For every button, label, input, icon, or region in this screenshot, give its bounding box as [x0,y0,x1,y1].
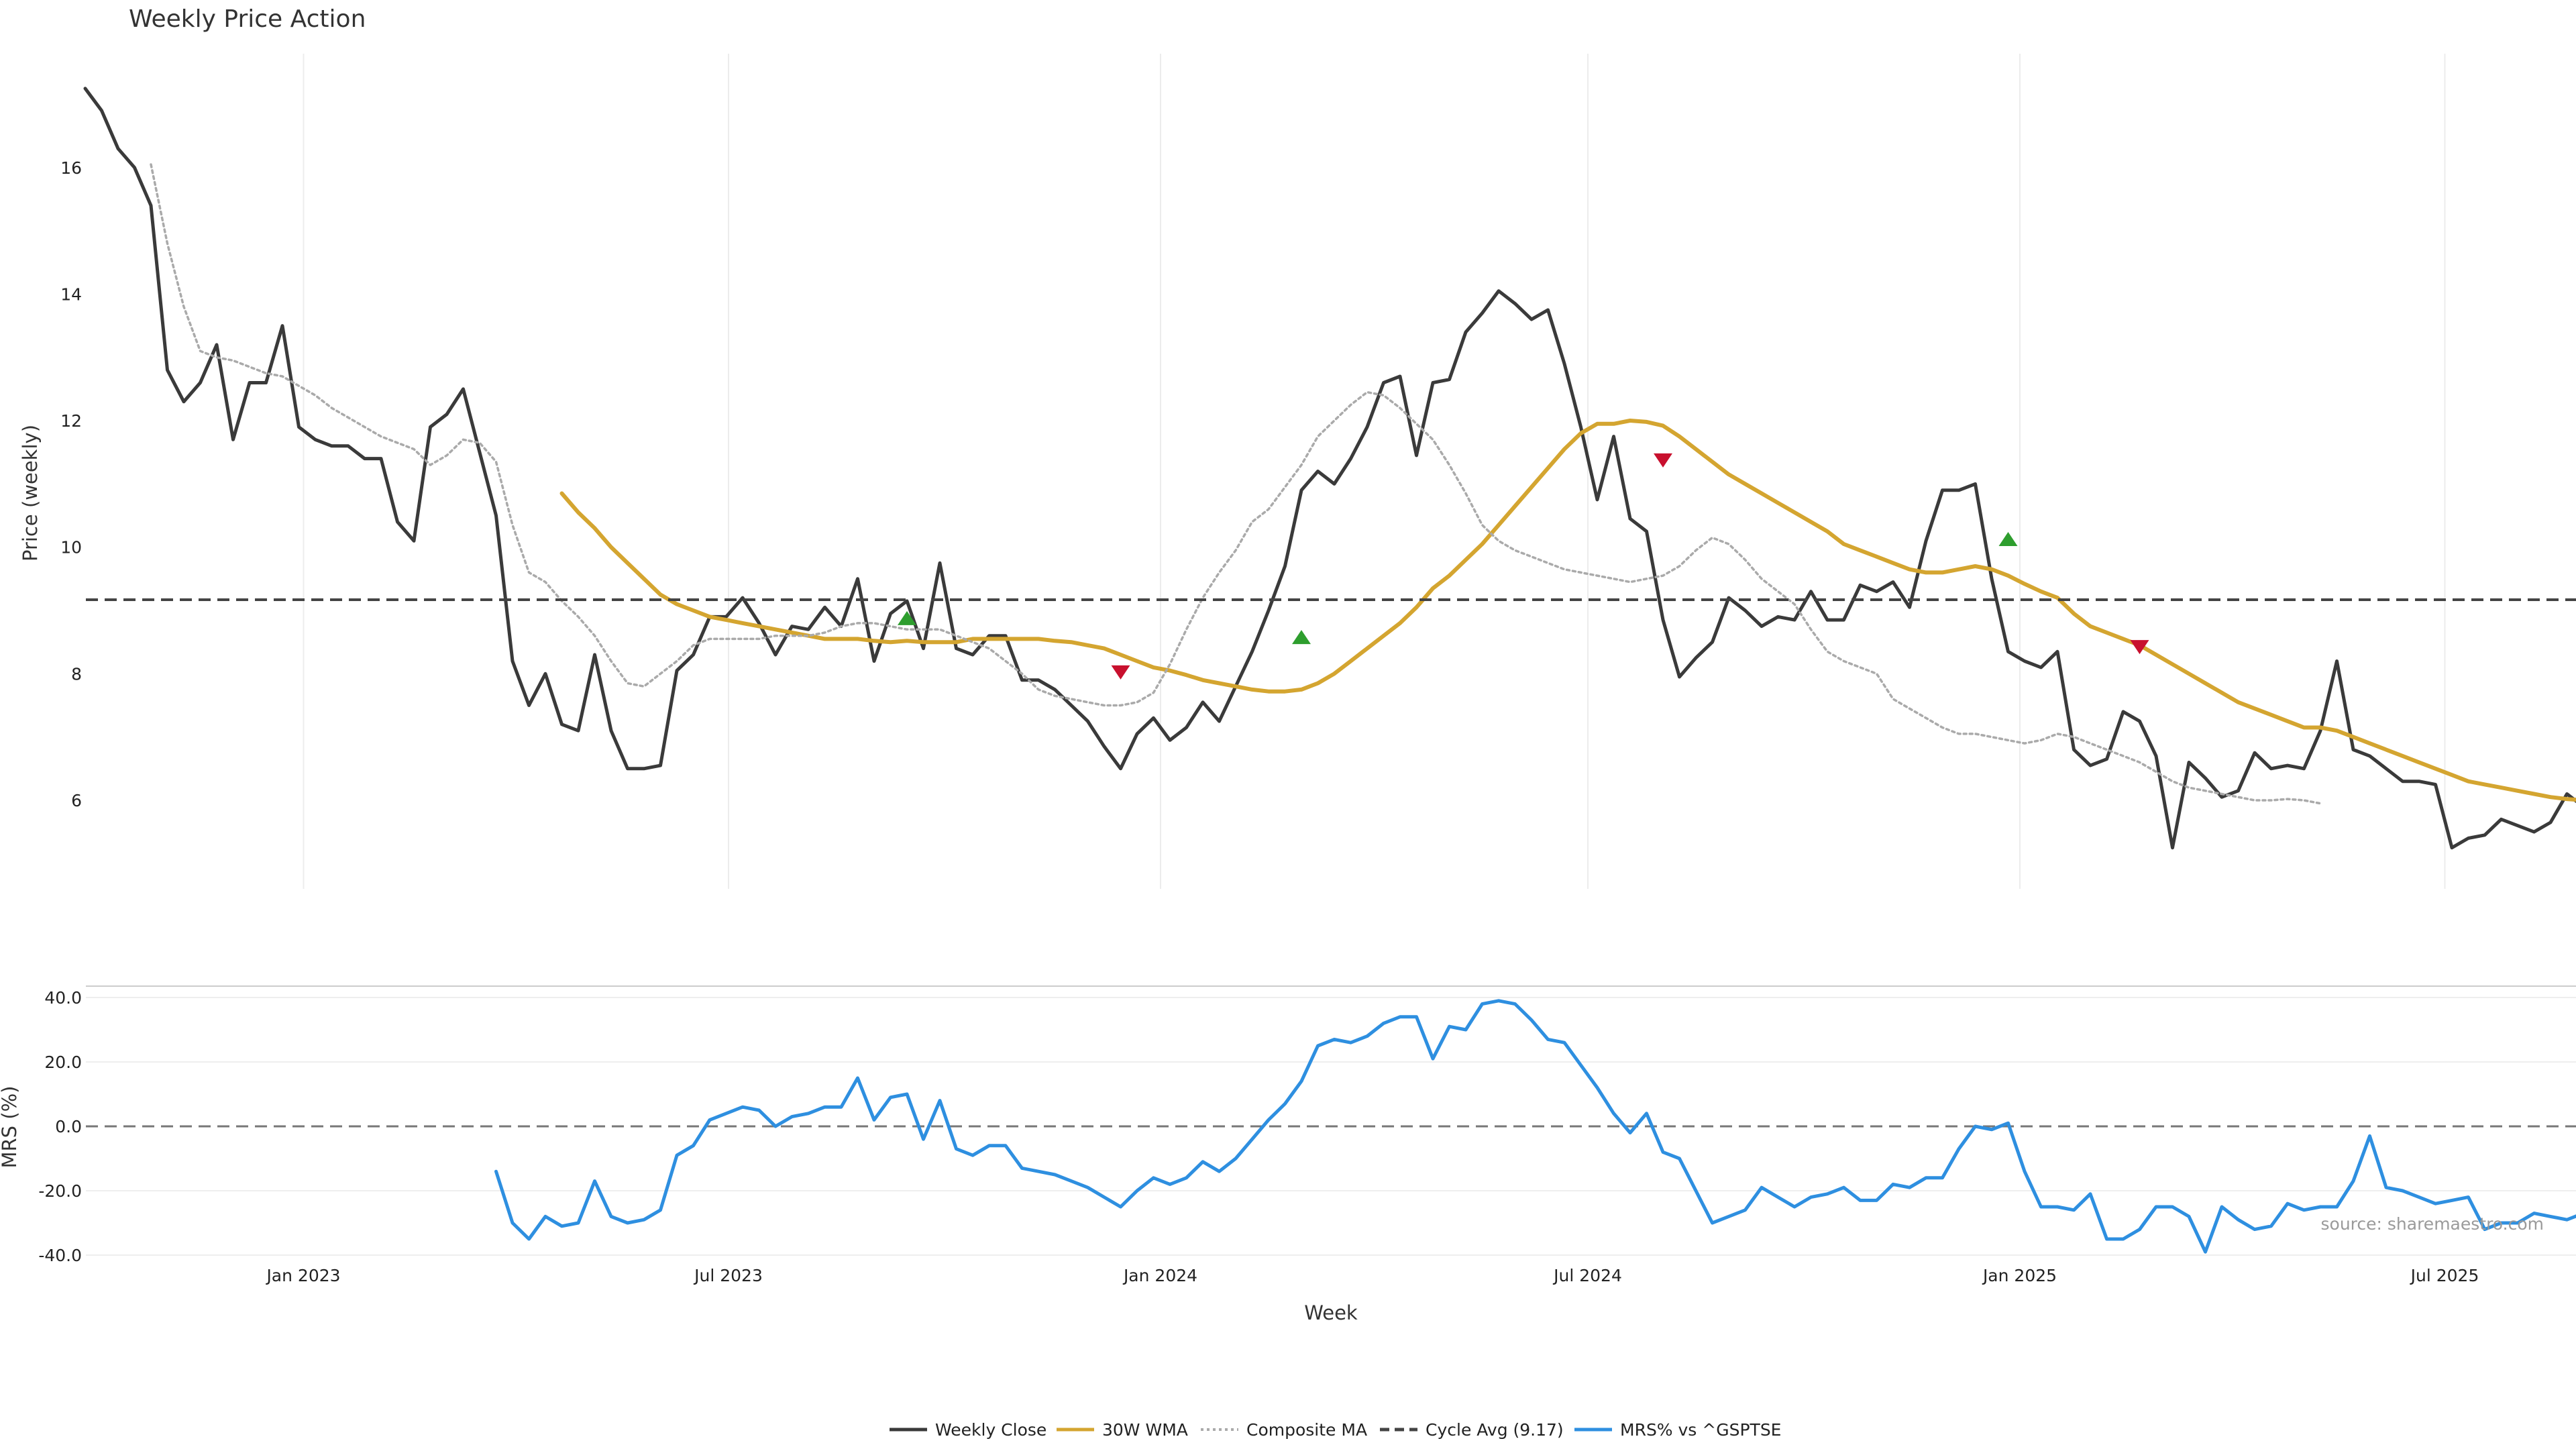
buy-signal-marker [1998,531,2018,546]
x-tick-label: Jan 2024 [1122,1266,1197,1285]
legend-label: 30W WMA [1102,1420,1188,1440]
price-y-tick-label: 8 [71,664,82,684]
mrs-line [494,999,2576,1254]
legend-label: MRS% vs ^GSPTSE [1620,1420,1781,1440]
legend-label: Weekly Close [935,1420,1046,1440]
signal-markers [898,453,2149,680]
mrs-y-tick-label: 40.0 [44,988,82,1008]
price-y-tick-label: 6 [71,791,82,810]
price-y-axis-label: Price (weekly) [19,425,42,561]
sell-signal-marker [1654,453,1672,468]
mrs-grid [86,997,2576,1256]
x-tick-label: Jan 2025 [1982,1266,2057,1285]
price-plot-area [83,87,2576,850]
x-tick-label: Jul 2024 [1552,1266,1622,1285]
mrs-y-tick-label: 0.0 [55,1117,82,1136]
x-tick-label: Jul 2023 [693,1266,763,1285]
legend-label: Composite MA [1246,1420,1367,1440]
buy-signal-marker [1292,630,1311,645]
x-axis: Jan 2023 Jul 2023 Jan 2024 Jul 2024 Jan 2025… [265,1266,2479,1285]
weekly-close-line [83,87,2576,850]
mrs-y-tick-label: -20.0 [38,1181,82,1201]
sell-signal-marker [2130,640,2149,655]
x-axis-label: Week [1304,1301,1358,1324]
price-grid [303,54,2446,889]
price-y-tick-label: 16 [60,158,82,178]
mrs-plot-area [494,999,2576,1254]
price-chart-title: Weekly Price Action [129,5,366,33]
30w-wma-line [559,419,2576,802]
buy-signal-marker [898,610,916,625]
mrs-y-axis-label: MRS (%) [0,1086,21,1169]
x-tick-label: Jan 2023 [265,1266,340,1285]
mrs-y-axis: 40.0 20.0 0.0 -20.0 -40.0 [38,988,82,1265]
x-tick-label: Jul 2025 [2410,1266,2479,1285]
mrs-y-tick-label: -40.0 [38,1246,82,1265]
legend: Weekly Close 30W WMA Composite MA Cycle Avg… [890,1420,1781,1440]
price-y-tick-label: 10 [60,538,82,557]
composite-ma-line [150,163,2322,805]
price-y-axis: 6 8 10 12 14 16 [60,158,82,810]
source-attribution: source: sharemaestro.com [2321,1214,2544,1234]
mrs-y-tick-label: 20.0 [44,1053,82,1072]
price-y-tick-label: 12 [60,411,82,431]
legend-label: Cycle Avg (9.17) [1426,1420,1564,1440]
sell-signal-marker [1111,665,1130,680]
price-y-tick-label: 14 [60,284,82,304]
